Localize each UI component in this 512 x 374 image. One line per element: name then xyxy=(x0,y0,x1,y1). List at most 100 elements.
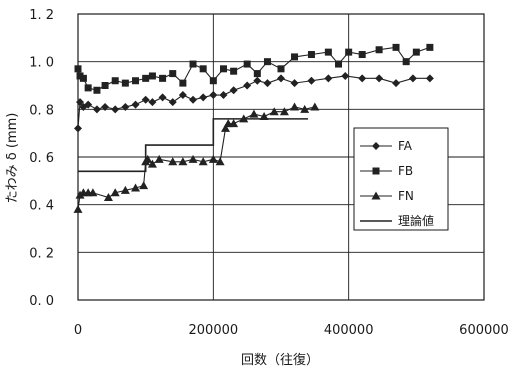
data-point-2-17 xyxy=(198,157,208,166)
data-point-1-25 xyxy=(324,48,332,56)
data-point-1-21 xyxy=(263,58,271,66)
data-point-1-16 xyxy=(209,77,217,85)
series-group xyxy=(73,43,434,213)
data-point-1-2 xyxy=(79,74,87,82)
data-point-1-20 xyxy=(253,70,261,78)
data-point-2-29 xyxy=(300,104,310,113)
data-point-2-4 xyxy=(88,188,98,197)
legend-swatch-marker-0 xyxy=(372,142,380,150)
y-axis-title: たわみ δ (mm) xyxy=(5,113,20,204)
legend-label-3: 理論値 xyxy=(398,213,434,228)
y-tick-label-4: 0. 8 xyxy=(29,103,54,118)
data-point-1-17 xyxy=(219,65,227,73)
legend-swatch-marker-2 xyxy=(371,191,381,200)
data-point-1-14 xyxy=(189,60,197,68)
data-point-2-16 xyxy=(188,154,198,163)
data-point-2-9 xyxy=(139,181,149,190)
data-point-2-25 xyxy=(259,111,269,120)
data-point-1-19 xyxy=(243,60,251,68)
data-point-0-8 xyxy=(131,100,140,109)
data-point-0-25 xyxy=(324,74,333,83)
data-point-2-30 xyxy=(310,102,320,111)
data-point-2-11 xyxy=(143,154,153,163)
data-point-2-22 xyxy=(229,119,239,128)
data-point-2-6 xyxy=(110,188,120,197)
legend: FA FB FN 理論値 xyxy=(353,127,449,231)
legend-label-1: FB xyxy=(398,164,413,178)
legend-label-0: FA xyxy=(398,139,413,153)
data-point-0-26 xyxy=(341,71,350,80)
data-point-0-27 xyxy=(358,74,367,83)
data-point-2-24 xyxy=(249,109,259,118)
x-tick-label-1: 200000 xyxy=(189,323,239,338)
data-point-2-13 xyxy=(154,154,164,163)
data-point-1-8 xyxy=(132,77,140,85)
data-point-0-23 xyxy=(290,79,299,88)
data-point-1-5 xyxy=(101,82,109,89)
data-point-1-6 xyxy=(111,77,119,85)
data-point-0-7 xyxy=(121,102,130,111)
data-point-0-10 xyxy=(148,98,157,107)
y-tick-label-6: 1. 2 xyxy=(29,8,54,23)
data-point-1-24 xyxy=(307,51,315,59)
data-point-0-28 xyxy=(375,74,384,83)
data-point-2-27 xyxy=(279,107,289,116)
legend-item-2: FN xyxy=(360,189,414,203)
data-point-2-14 xyxy=(168,157,178,166)
data-point-1-7 xyxy=(121,79,129,87)
data-point-0-19 xyxy=(243,81,252,90)
series-1 xyxy=(74,43,434,94)
y-tick-label-5: 1. 0 xyxy=(29,56,54,71)
x-tick-label-0: 0 xyxy=(74,323,82,338)
y-tick-label-3: 0. 6 xyxy=(29,151,54,166)
data-point-2-15 xyxy=(178,157,188,166)
data-point-0-17 xyxy=(219,91,228,100)
data-point-0-11 xyxy=(158,93,167,102)
x-tick-label-2: 400000 xyxy=(324,323,374,338)
data-point-0-24 xyxy=(307,76,316,85)
data-point-2-26 xyxy=(269,107,279,116)
series-3 xyxy=(78,118,309,173)
data-point-1-18 xyxy=(230,67,238,75)
data-point-0-5 xyxy=(101,102,110,111)
series-line-3 xyxy=(78,118,309,173)
data-point-1-4 xyxy=(93,86,101,94)
data-point-1-15 xyxy=(199,65,207,73)
data-point-0-20 xyxy=(253,76,262,85)
legend-box xyxy=(353,127,449,231)
series-line-0 xyxy=(77,75,430,129)
data-point-0-4 xyxy=(92,105,101,114)
data-point-1-13 xyxy=(179,79,187,87)
x-axis-title: 回数（往復） xyxy=(241,352,319,368)
data-point-0-29 xyxy=(392,79,401,88)
data-point-0-1 xyxy=(76,98,85,107)
data-point-0-3 xyxy=(84,100,93,109)
data-point-0-21 xyxy=(263,79,272,88)
x-axis-ticks: 0 200000 400000 600000 xyxy=(74,323,509,338)
data-point-1-3 xyxy=(84,84,92,92)
data-point-1-32 xyxy=(412,48,420,56)
data-point-2-0 xyxy=(73,204,83,213)
series-2 xyxy=(73,102,320,213)
y-tick-label-1: 0. 2 xyxy=(29,246,54,261)
plot-area-frame xyxy=(77,13,485,301)
y-axis-ticks: 0. 0 0. 2 0. 4 0. 6 0. 8 1. 0 1. 2 xyxy=(29,8,54,309)
data-point-1-9 xyxy=(142,74,150,82)
data-point-0-12 xyxy=(168,98,177,107)
data-point-1-29 xyxy=(375,46,383,54)
legend-items: FA FB FN 理論値 xyxy=(360,139,434,228)
data-point-1-31 xyxy=(402,58,410,66)
legend-item-0: FA xyxy=(360,139,413,153)
data-point-0-13 xyxy=(178,91,187,100)
data-point-1-22 xyxy=(277,65,285,73)
data-point-0-6 xyxy=(111,105,120,114)
data-point-2-19 xyxy=(215,157,225,166)
data-point-2-20 xyxy=(221,123,231,132)
data-point-1-30 xyxy=(392,43,400,51)
data-point-1-27 xyxy=(345,48,353,56)
data-point-2-7 xyxy=(120,185,130,194)
data-point-1-12 xyxy=(169,70,177,78)
data-point-0-9 xyxy=(141,95,150,104)
legend-item-3: 理論値 xyxy=(360,213,434,228)
